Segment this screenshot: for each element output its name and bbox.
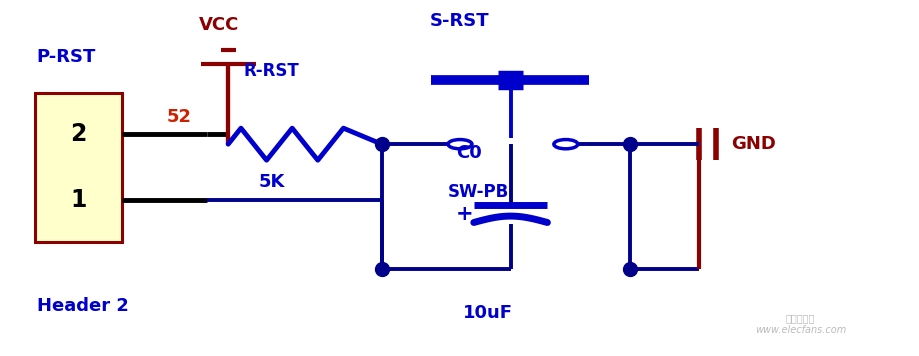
- Text: 10uF: 10uF: [462, 304, 512, 322]
- Text: VCC: VCC: [199, 16, 239, 34]
- Text: 5K: 5K: [258, 173, 284, 190]
- Text: 52: 52: [166, 109, 192, 126]
- Text: 1: 1: [71, 188, 86, 212]
- Text: SW-PB: SW-PB: [448, 183, 508, 201]
- Text: +: +: [455, 204, 473, 224]
- Text: C0: C0: [456, 144, 482, 162]
- Text: 2: 2: [71, 122, 86, 146]
- Text: GND: GND: [731, 135, 776, 153]
- Text: P-RST: P-RST: [37, 48, 96, 66]
- Text: 电子发烧友
www.elecfans.com: 电子发烧友 www.elecfans.com: [754, 313, 845, 335]
- Bar: [35, 93, 122, 242]
- Text: S-RST: S-RST: [430, 12, 489, 30]
- Text: R-RST: R-RST: [244, 62, 300, 80]
- Text: Header 2: Header 2: [37, 297, 129, 315]
